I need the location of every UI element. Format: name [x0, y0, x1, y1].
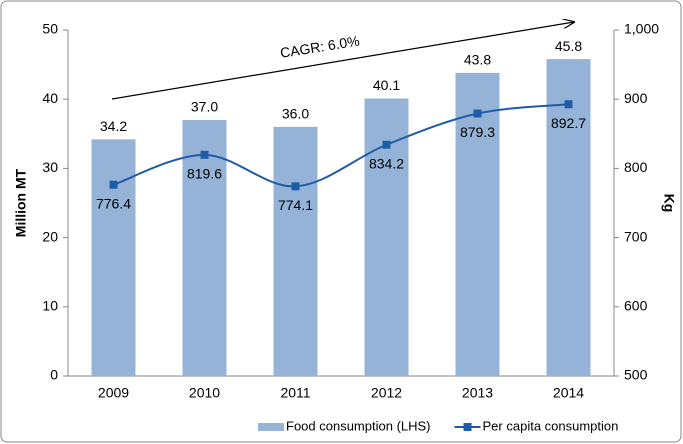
- x-tick-label: 2013: [462, 385, 493, 401]
- y-axis-label: Million MT: [13, 168, 29, 237]
- x-tick-label: 2014: [553, 385, 584, 401]
- y-tick-label: 20: [42, 228, 58, 244]
- y-tick-label: 30: [42, 159, 58, 175]
- bar: [455, 72, 500, 377]
- bar: [546, 59, 591, 377]
- bar-value-label: 43.8: [464, 52, 491, 68]
- y2-tick-label: 700: [624, 228, 648, 244]
- x-tick-label: 2011: [280, 385, 310, 401]
- bar: [182, 119, 227, 377]
- y-tick-label: 0: [50, 367, 58, 383]
- line-value-label: 892.7: [551, 115, 586, 131]
- y2-tick-label: 600: [624, 298, 648, 314]
- x-tick-label: 2009: [98, 385, 129, 401]
- legend-label: Per capita consumption: [483, 418, 619, 433]
- y-tick-label: 40: [42, 90, 58, 106]
- y2-axis-label: Kg: [661, 194, 677, 213]
- y-tick-label: 50: [42, 21, 58, 37]
- line-value-label: 774.1: [278, 197, 313, 213]
- line-value-label: 819.6: [187, 166, 222, 182]
- y2-tick-label: 800: [624, 159, 648, 175]
- bar-value-label: 40.1: [373, 77, 400, 93]
- line: [113, 103, 569, 188]
- line-value-label: 776.4: [96, 195, 131, 211]
- y2-tick-label: 1,000: [624, 21, 659, 37]
- line-marker: [291, 182, 300, 191]
- bar: [273, 126, 318, 376]
- x-tick-label: 2012: [371, 385, 402, 401]
- y2-tick-label: 500: [624, 367, 648, 383]
- line-marker: [382, 140, 391, 149]
- bar-value-label: 36.0: [282, 106, 309, 122]
- line-marker: [109, 180, 118, 189]
- legend-label: Food consumption (LHS): [286, 418, 431, 433]
- y2-tick-label: 900: [624, 90, 648, 106]
- bar: [91, 139, 136, 376]
- cagr-arrow: [111, 22, 574, 100]
- line-value-label: 834.2: [369, 155, 404, 171]
- bar: [364, 98, 409, 377]
- line-marker: [200, 150, 209, 159]
- line-marker: [473, 109, 482, 118]
- legend-swatch-marker: [463, 423, 472, 431]
- y-tick-label: 10: [42, 298, 58, 314]
- line-marker: [564, 100, 573, 109]
- bar-value-label: 37.0: [191, 99, 218, 115]
- bar-value-label: 45.8: [555, 38, 582, 54]
- legend-swatch: [258, 423, 284, 431]
- line-value-label: 879.3: [460, 124, 495, 140]
- bar-value-label: 34.2: [100, 118, 127, 134]
- x-tick-label: 2010: [189, 385, 220, 401]
